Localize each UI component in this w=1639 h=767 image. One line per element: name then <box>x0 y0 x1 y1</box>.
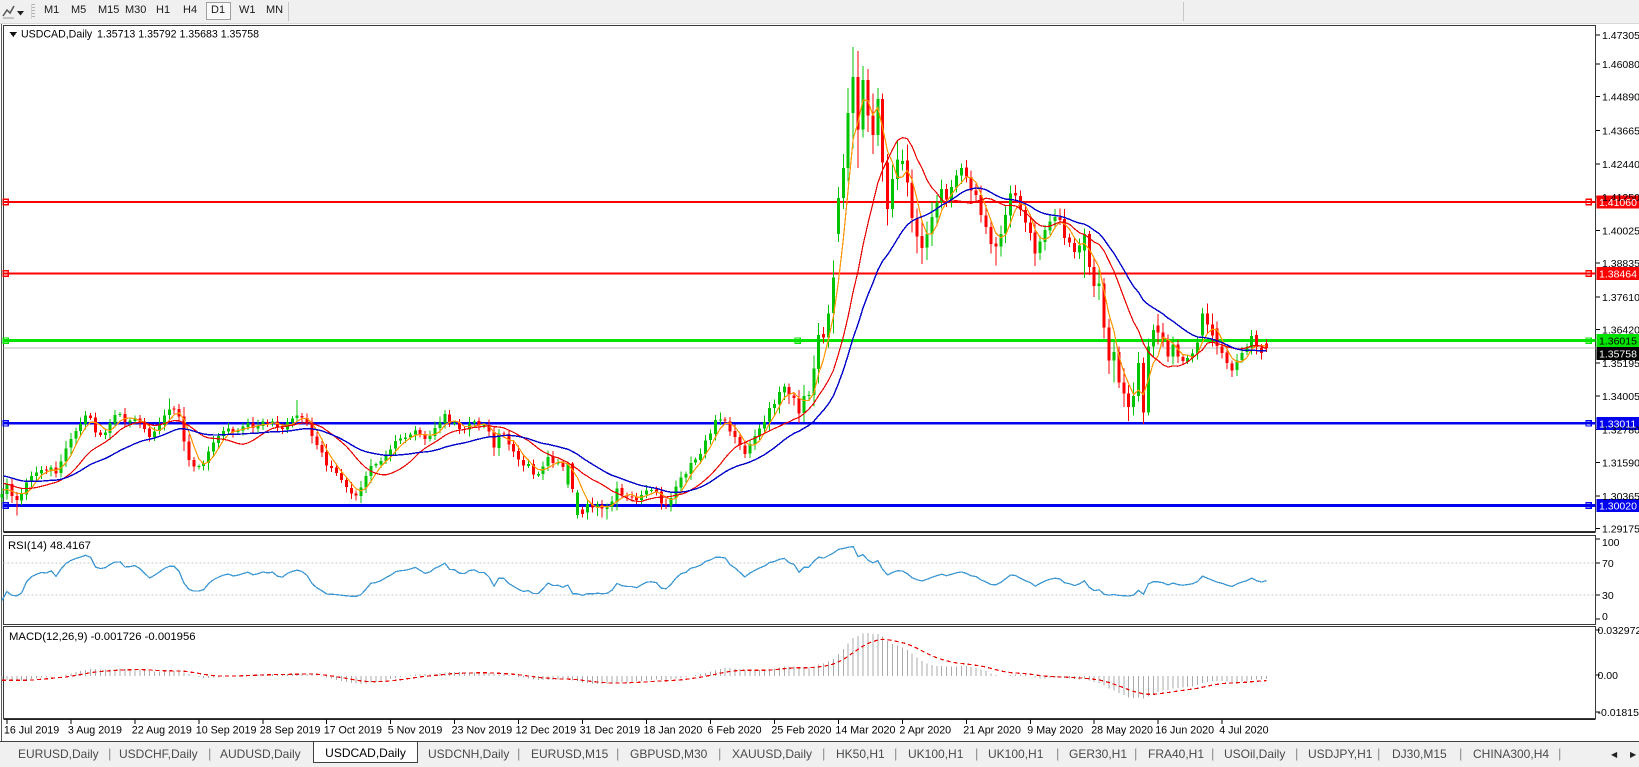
svg-text:23 Nov 2019: 23 Nov 2019 <box>452 725 513 737</box>
svg-text:16 Jul 2019: 16 Jul 2019 <box>4 725 59 737</box>
svg-text:6 Feb 2020: 6 Feb 2020 <box>708 725 762 737</box>
svg-text:1.33011: 1.33011 <box>1599 418 1636 430</box>
svg-text:1.37610: 1.37610 <box>1602 292 1639 304</box>
svg-text:1.43665: 1.43665 <box>1602 125 1639 137</box>
svg-text:70: 70 <box>1602 558 1614 570</box>
svg-text:25 Feb 2020: 25 Feb 2020 <box>771 725 831 737</box>
svg-text:1.35713 1.35792 1.35683 1.3575: 1.35713 1.35792 1.35683 1.35758 <box>97 29 259 41</box>
svg-text:30: 30 <box>1602 590 1614 602</box>
svg-text:1.36015: 1.36015 <box>1599 336 1637 348</box>
svg-text:RSI(14) 48.4167: RSI(14) 48.4167 <box>8 540 91 552</box>
svg-text:1.47305: 1.47305 <box>1602 30 1639 42</box>
svg-text:-0.018154: -0.018154 <box>1598 707 1639 719</box>
svg-text:1.29175: 1.29175 <box>1602 524 1639 536</box>
svg-text:1.38464: 1.38464 <box>1599 268 1637 280</box>
svg-text:1.35758: 1.35758 <box>1599 349 1637 361</box>
svg-text:USDCAD,Daily: USDCAD,Daily <box>21 29 93 41</box>
svg-text:3 Aug 2019: 3 Aug 2019 <box>68 725 122 737</box>
svg-text:1.41060: 1.41060 <box>1599 197 1637 209</box>
svg-text:14 Mar 2020: 14 Mar 2020 <box>835 725 895 737</box>
svg-text:22 Aug 2019: 22 Aug 2019 <box>132 725 192 737</box>
svg-text:100: 100 <box>1602 537 1620 549</box>
svg-text:1.44890: 1.44890 <box>1602 92 1639 104</box>
svg-text:28 Sep 2019: 28 Sep 2019 <box>260 725 321 737</box>
svg-text:10 Sep 2019: 10 Sep 2019 <box>196 725 257 737</box>
svg-text:21 Apr 2020: 21 Apr 2020 <box>963 725 1021 737</box>
svg-text:18 Jan 2020: 18 Jan 2020 <box>644 725 703 737</box>
svg-text:0.00: 0.00 <box>1598 670 1619 682</box>
svg-text:9 May 2020: 9 May 2020 <box>1027 725 1083 737</box>
svg-text:0.032972: 0.032972 <box>1598 625 1639 637</box>
svg-text:31 Dec 2019: 31 Dec 2019 <box>580 725 641 737</box>
svg-text:5 Nov 2019: 5 Nov 2019 <box>388 725 443 737</box>
svg-text:16 Jun 2020: 16 Jun 2020 <box>1155 725 1214 737</box>
svg-text:17 Oct 2019: 17 Oct 2019 <box>324 725 382 737</box>
svg-text:12 Dec 2019: 12 Dec 2019 <box>516 725 577 737</box>
svg-text:1.46080: 1.46080 <box>1602 59 1639 71</box>
svg-text:1.30020: 1.30020 <box>1599 501 1637 513</box>
svg-text:2 Apr 2020: 2 Apr 2020 <box>899 725 951 737</box>
svg-text:4 Jul 2020: 4 Jul 2020 <box>1219 725 1268 737</box>
svg-text:MACD(12,26,9) -0.001726 -0.001: MACD(12,26,9) -0.001726 -0.001956 <box>9 631 196 643</box>
svg-text:1.31590: 1.31590 <box>1602 457 1639 469</box>
svg-text:1.34005: 1.34005 <box>1602 391 1639 403</box>
svg-text:1.42440: 1.42440 <box>1602 159 1639 171</box>
svg-text:1.40025: 1.40025 <box>1602 226 1639 238</box>
svg-text:0: 0 <box>1602 611 1608 623</box>
svg-text:28 May 2020: 28 May 2020 <box>1091 725 1153 737</box>
